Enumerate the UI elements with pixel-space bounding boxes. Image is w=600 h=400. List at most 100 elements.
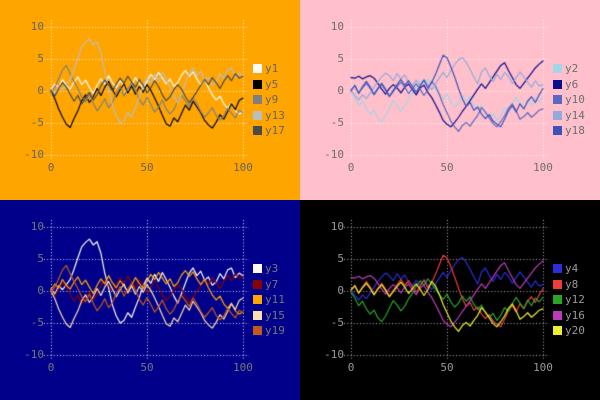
plot-canvas-top-left <box>0 0 300 200</box>
plot-canvas-bottom-left <box>0 200 300 400</box>
y-axis-tick-label: 0 <box>37 84 44 97</box>
y-axis-tick-label: 5 <box>37 52 44 65</box>
legend-item: y18 <box>553 124 585 137</box>
legend-swatch <box>553 264 562 273</box>
legend-swatch <box>253 310 262 320</box>
legend-item: y15 <box>253 309 285 322</box>
y-axis-tick-label: 0 <box>337 84 344 97</box>
legend-item: y4 <box>553 262 578 275</box>
legend-item: y10 <box>553 93 585 106</box>
legend-label: y5 <box>265 77 279 91</box>
y-axis-tick-label: -5 <box>330 116 344 129</box>
subplot-top-left: 10 5 0 -5 -10 0 50 100 y1 y5 y9 y13 y17 <box>0 0 300 200</box>
legend-item: y1 <box>253 62 278 75</box>
x-axis-tick-label: 100 <box>533 161 553 174</box>
legend-item: y12 <box>553 293 585 306</box>
legend-swatch <box>253 110 262 120</box>
legend-item: y8 <box>553 278 578 291</box>
y-axis-tick-label: -10 <box>324 148 344 161</box>
legend-label: y14 <box>565 108 585 122</box>
legend-swatch <box>253 79 262 89</box>
legend-label: y2 <box>565 62 579 75</box>
x-axis-tick-label: 100 <box>233 361 253 374</box>
y-axis-tick-label: -10 <box>24 148 44 161</box>
x-axis-tick-label: 0 <box>347 361 355 374</box>
legend-label: y11 <box>265 293 285 306</box>
legend-label: y17 <box>265 124 285 137</box>
legend-swatch <box>253 95 262 104</box>
legend-item: y7 <box>253 278 278 291</box>
legend-item: y14 <box>553 109 585 122</box>
y-axis-tick-label: -10 <box>24 348 44 361</box>
legend-label: y4 <box>565 262 579 275</box>
legend-label: y16 <box>565 308 585 322</box>
y-axis-tick-label: 10 <box>30 20 44 33</box>
y-axis-tick-label: 0 <box>37 284 44 297</box>
legend-swatch <box>553 126 562 135</box>
x-axis-tick-label: 0 <box>47 161 55 174</box>
legend-label: y9 <box>265 93 279 106</box>
legend-label: y13 <box>265 108 285 122</box>
legend-item: y2 <box>553 62 578 75</box>
y-axis-tick-label: 10 <box>30 220 44 233</box>
y-axis-tick-label: 0 <box>337 284 344 297</box>
legend-item: y17 <box>253 124 285 137</box>
legend-item: y6 <box>553 78 578 91</box>
legend-label: y3 <box>265 262 279 275</box>
legend-label: y12 <box>565 293 585 306</box>
legend-swatch <box>253 279 262 289</box>
legend-item: y16 <box>553 309 585 322</box>
legend-swatch <box>253 264 262 273</box>
legend-item: y13 <box>253 109 285 122</box>
legend-swatch <box>553 95 562 104</box>
x-axis-tick-label: 50 <box>140 161 154 174</box>
y-axis-tick-label: 5 <box>337 252 344 265</box>
y-axis-tick-label: -5 <box>330 316 344 329</box>
legend-swatch <box>553 310 562 320</box>
legend-label: y20 <box>565 324 585 337</box>
legend-label: y6 <box>565 77 579 91</box>
legend-label: y10 <box>565 93 585 106</box>
plot-canvas-top-right <box>300 0 600 200</box>
x-axis-tick-label: 0 <box>347 161 355 174</box>
y-axis-tick-label: -10 <box>324 348 344 361</box>
legend-swatch <box>253 64 262 73</box>
legend-swatch <box>553 110 562 120</box>
subplot-top-right: 10 5 0 -5 -10 0 50 100 y2 y6 y10 y14 y18 <box>300 0 600 200</box>
legend-item: y19 <box>253 324 285 337</box>
legend-swatch <box>553 64 562 73</box>
legend-swatch <box>253 126 262 135</box>
x-axis-tick-label: 100 <box>533 361 553 374</box>
legend-item: y11 <box>253 293 285 306</box>
y-axis-tick-label: 10 <box>330 20 344 33</box>
x-axis-tick-label: 0 <box>47 361 55 374</box>
x-axis-tick-label: 50 <box>440 161 454 174</box>
subplot-bottom-left: 10 5 0 -5 -10 0 50 100 y3 y7 y11 y15 y19 <box>0 200 300 400</box>
subplot-bottom-right: 10 5 0 -5 -10 0 50 100 y4 y8 y12 y16 y20 <box>300 200 600 400</box>
y-axis-tick-label: 10 <box>330 220 344 233</box>
legend-item: y5 <box>253 78 278 91</box>
plot-canvas-bottom-right <box>300 200 600 400</box>
y-axis-tick-label: 5 <box>337 52 344 65</box>
y-axis-tick-label: 5 <box>37 252 44 265</box>
legend-swatch <box>553 326 562 335</box>
y-axis-tick-label: -5 <box>30 316 44 329</box>
legend-label: y18 <box>565 124 585 137</box>
y-axis-tick-label: -5 <box>30 116 44 129</box>
legend-swatch <box>553 295 562 304</box>
legend-swatch <box>253 326 262 335</box>
legend-item: y3 <box>253 262 278 275</box>
legend-label: y15 <box>265 308 285 322</box>
legend-item: y20 <box>553 324 585 337</box>
legend-label: y1 <box>265 62 279 75</box>
legend-label: y8 <box>565 277 579 291</box>
legend-swatch <box>553 79 562 89</box>
legend-swatch <box>253 295 262 304</box>
legend-swatch <box>553 279 562 289</box>
x-axis-tick-label: 50 <box>440 361 454 374</box>
x-axis-tick-label: 50 <box>140 361 154 374</box>
legend-label: y19 <box>265 324 285 337</box>
legend-label: y7 <box>265 277 279 291</box>
legend-item: y9 <box>253 93 278 106</box>
